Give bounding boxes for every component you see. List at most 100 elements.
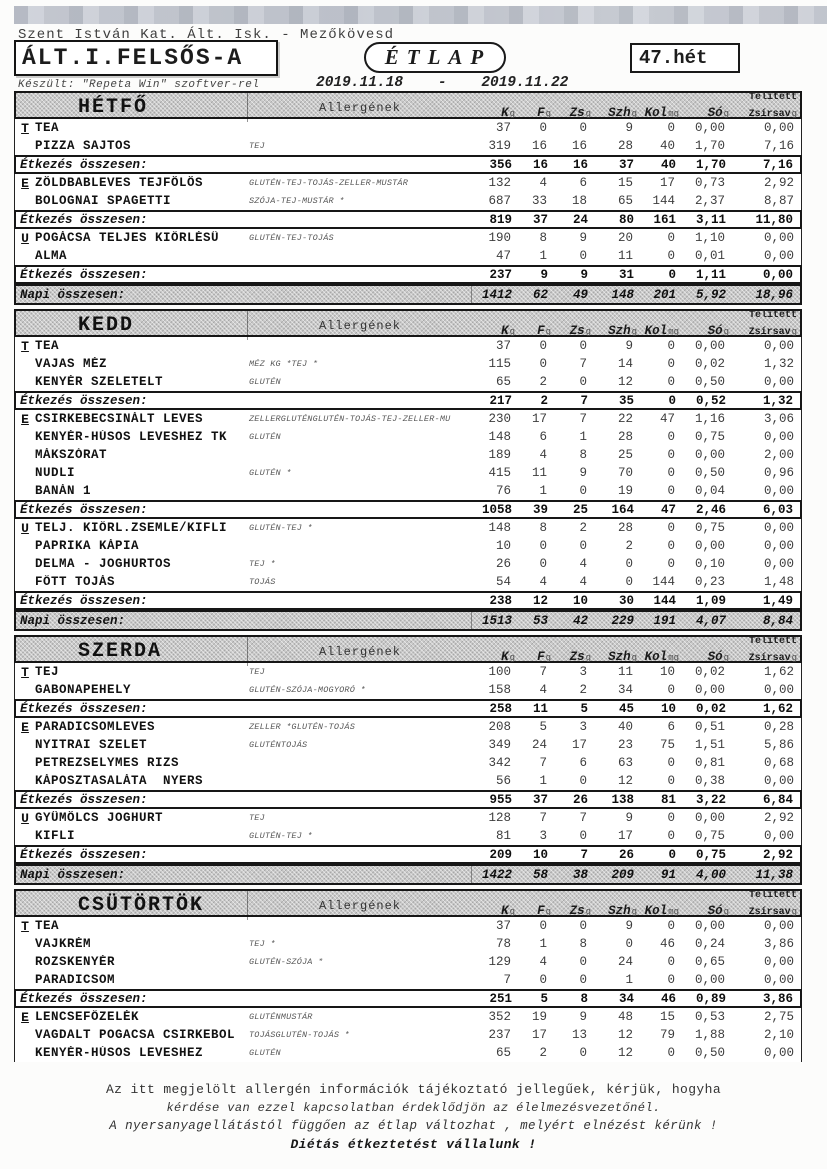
meal-row: KENYÉR SZELETELT GLUTÉN 65 2 0 12 0 0,50 0,00 (14, 373, 802, 391)
food-name: BOLOGNAI SPAGETTI (35, 194, 172, 208)
meal-total-value: 0,75 (695, 847, 726, 862)
nutrient-value: 0,00 (763, 919, 794, 933)
nutrient-value: 0 (667, 121, 675, 135)
nutrient-value: 9 (625, 919, 633, 933)
nutrient-value: 0 (667, 829, 675, 843)
nutrient-value: 144 (652, 194, 675, 208)
nutrient-value: 23 (617, 738, 633, 752)
meal-row: T TEA 37 0 0 9 0 0,00 0,00 (14, 119, 802, 137)
nutrient-value: 65 (617, 194, 633, 208)
column-label: Kol (644, 903, 668, 918)
meal-row: KENYÉR-HÚSOS LEVESHEZ GLUTÉN 65 2 0 12 0 0,50 0,… (14, 1044, 802, 1062)
column-header: Sóg (682, 104, 732, 123)
nutrient-value: 4 (539, 575, 547, 589)
nutrient-value: 0 (667, 249, 675, 263)
allergen-column-header: Allergének (318, 100, 401, 115)
column-header-line2: Szhg (594, 322, 637, 339)
meal-row: KENYÉR-HÚSOS LEVESHEZ TK GLUTÉN 148 6 1 28 0 0,… (14, 428, 802, 446)
nutrient-value: 2,75 (763, 1010, 794, 1024)
nutrient-value: 2 (539, 1046, 547, 1060)
column-header-line2: Kg (472, 648, 515, 665)
nutrient-value: 17 (617, 829, 633, 843)
column-header-line2: Sóg (682, 648, 729, 665)
food-name: NUDLI (35, 466, 76, 480)
meal-total-value: 3,86 (762, 991, 793, 1006)
meal-total-label: Étkezés összesen: (20, 157, 148, 172)
nutrient-value: 190 (488, 231, 511, 245)
nutrient-value: 0 (625, 557, 633, 571)
meal-total-value: 46 (660, 991, 676, 1006)
column-header: Telített Zsírsavg (732, 92, 800, 122)
meal-total-value: 37 (618, 157, 634, 172)
nutrient-value: 0,00 (694, 973, 725, 987)
week-number: 47.hét (639, 47, 708, 69)
nutrient-value: 7 (539, 665, 547, 679)
nutrient-value: 48 (617, 1010, 633, 1024)
column-header: Fg (518, 104, 554, 123)
allergen-list: GLUTÉN-SZÓJA-MOGYORÓ * (249, 685, 366, 695)
meal-total-value: 16 (572, 157, 588, 172)
allergen-list: TEJ (249, 813, 265, 823)
column-header: Telített Zsírsavg (732, 636, 800, 666)
column-unit: g (545, 326, 551, 337)
column-unit: mg (668, 906, 679, 917)
nutrient-value: 687 (488, 194, 511, 208)
nutrient-value: 189 (488, 448, 511, 462)
column-label: Zsírsav (748, 652, 791, 664)
meal-total-value: 0 (668, 267, 676, 282)
column-label: Szh (608, 903, 631, 918)
day-name: KEDD (78, 314, 135, 338)
nutrient-value: 0,75 (694, 829, 725, 843)
nutrient-value: 0,38 (694, 774, 725, 788)
nutrient-value: 0 (667, 756, 675, 770)
column-unit: g (585, 108, 591, 119)
nutrient-value: 65 (495, 1046, 511, 1060)
column-header-line2: Zsg (554, 322, 591, 339)
food-name: TEA (35, 121, 60, 135)
meal-total-value: 0 (668, 847, 676, 862)
column-label: F (537, 903, 545, 918)
meal-total-label: Étkezés összesen: (20, 593, 148, 608)
week-number-box: 47.hét (630, 43, 740, 73)
nutrient-value: 2 (579, 683, 587, 697)
nutrient-value: 40 (617, 720, 633, 734)
day-total-label: Napi összesen: (16, 866, 472, 883)
meal-type-marker: T (21, 918, 29, 934)
food-name: POGÁCSA TELJES KIŐRLÉSŰ (35, 231, 220, 245)
meal-total-label: Étkezés összesen: (20, 701, 148, 716)
column-header: Kolmg (640, 322, 682, 341)
column-label: Zsírsav (748, 906, 791, 918)
nutrient-value: 0,50 (694, 466, 725, 480)
nutrient-value: 0,00 (694, 339, 725, 353)
nutrient-value: 115 (488, 357, 511, 371)
nutrient-value: 0 (539, 357, 547, 371)
nutrient-value: 0,50 (694, 375, 725, 389)
nutrient-value: 40 (659, 139, 675, 153)
column-label: F (537, 323, 545, 338)
column-label: Kol (644, 649, 668, 664)
nutrient-value: 9 (579, 231, 587, 245)
nutrient-value: 20 (617, 231, 633, 245)
nutrient-value: 15 (617, 176, 633, 190)
meal-row: MÁKSZÓRAT 189 4 8 25 0 0,00 2,00 (14, 446, 802, 464)
meal-row: PETREZSELYMES RIZS 342 7 6 63 0 0,81 0,68 (14, 754, 802, 772)
nutrient-value: 3,86 (763, 937, 794, 951)
meal-total-value: 0 (668, 393, 676, 408)
column-header-line2: Zsg (554, 902, 591, 919)
meal-total-value: 144 (653, 593, 676, 608)
nutrient-value: 9 (579, 466, 587, 480)
nutrient-value: 0 (667, 466, 675, 480)
nutrient-value: 0,00 (763, 539, 794, 553)
nutrient-value: 415 (488, 466, 511, 480)
meal-total-value: 35 (618, 393, 634, 408)
meal-total-value: 8 (580, 991, 588, 1006)
nutrient-value: 11 (617, 665, 633, 679)
nutrient-value: 158 (488, 683, 511, 697)
column-header: Fg (518, 902, 554, 921)
meal-total-value: 37 (532, 212, 548, 227)
meal-total-value: 1,49 (762, 593, 793, 608)
column-header: Kolmg (640, 104, 682, 123)
nutrient-value: 6 (667, 720, 675, 734)
day-total-value: 53 (532, 613, 548, 628)
nutrient-value: 3 (579, 665, 587, 679)
